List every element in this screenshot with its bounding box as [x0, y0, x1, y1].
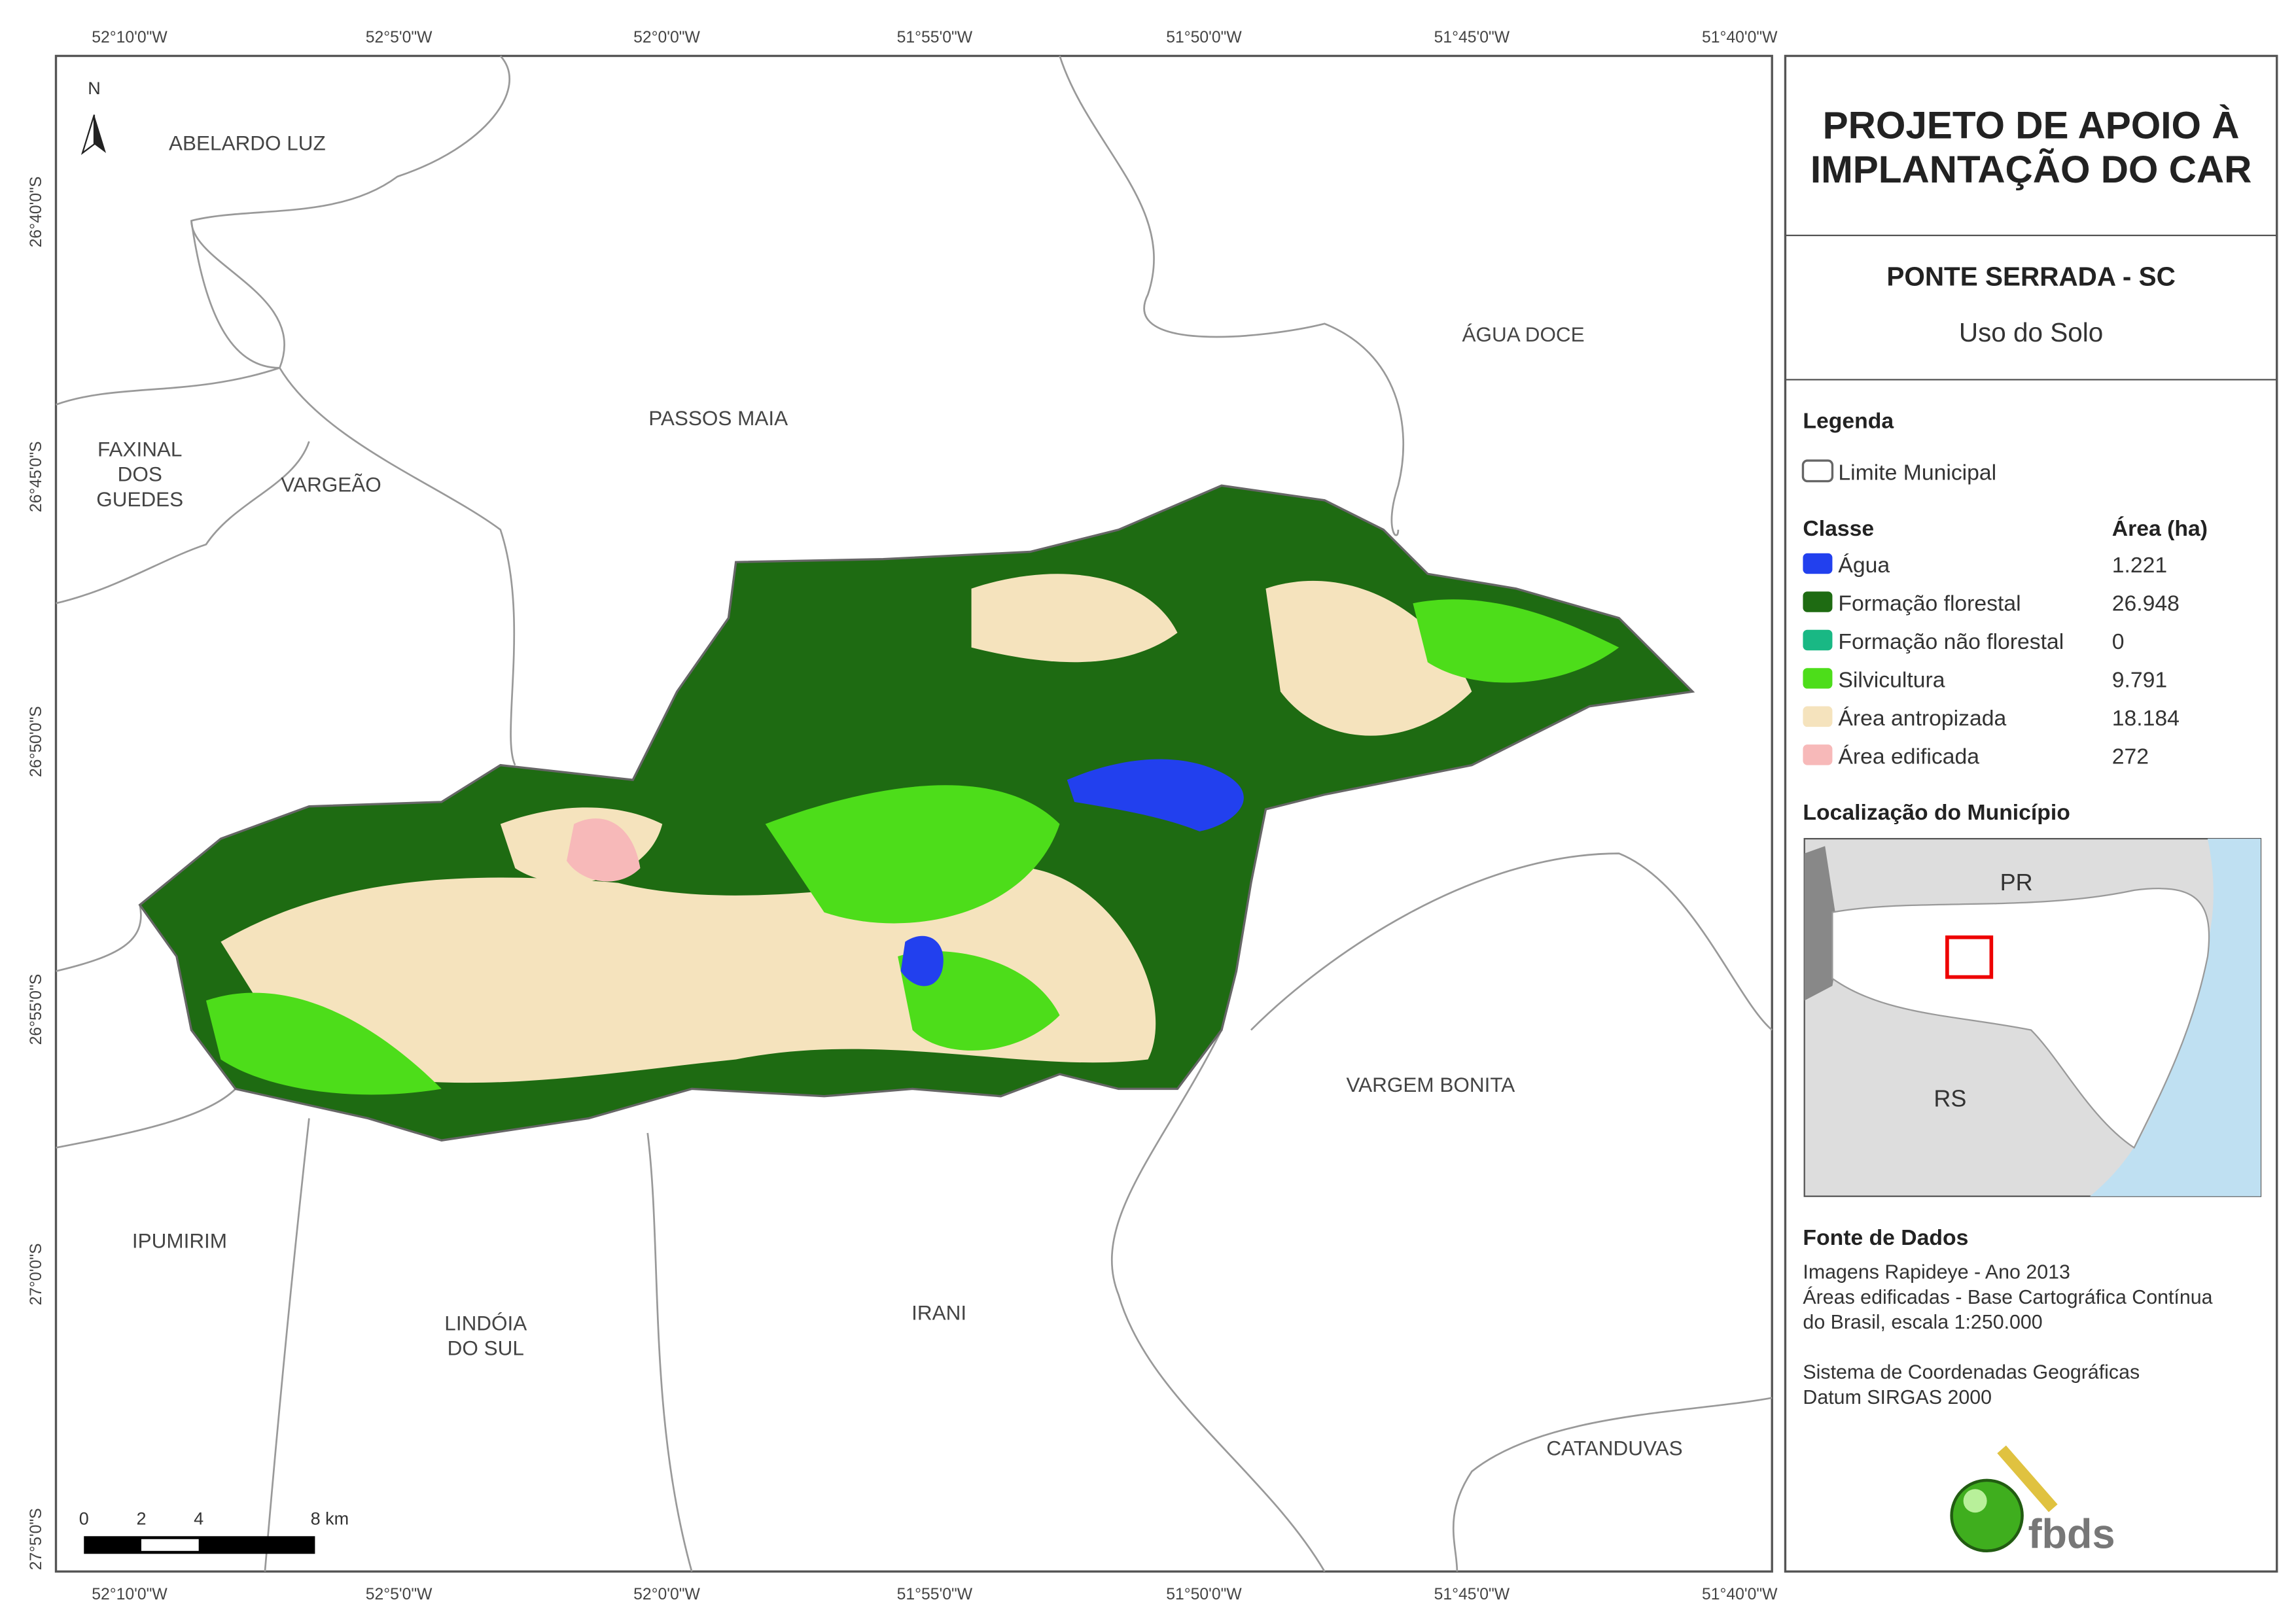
legend-title: Legenda: [1803, 409, 1894, 434]
municipality-label: IRANI: [911, 1301, 966, 1325]
municipality-label: ÁGUA DOCE: [1462, 323, 1584, 346]
title: PROJETO DE APOIO À: [1823, 103, 2240, 147]
scale-label: 2: [136, 1509, 146, 1528]
municipality-label: FAXINAL: [97, 437, 183, 461]
source-line: Datum SIRGAS 2000: [1803, 1387, 1992, 1408]
legend-class: Silvicultura: [1838, 667, 1945, 692]
legend-swatch: [1803, 629, 1833, 651]
graticule-labels: 52°10'0"W 52°10'0"W 52°5'0"W 52°5'0"W 52°0'0…: [27, 29, 1778, 1603]
legend-class: Área edificada: [1838, 744, 1979, 769]
subtitle: Uso do Solo: [1959, 317, 2103, 347]
legend-boundary: Limite Municipal: [1838, 460, 1996, 485]
legend-area: 272: [2112, 744, 2149, 769]
municipality-label: VARGEÃO: [281, 472, 381, 496]
inset-label: PR: [2000, 869, 2033, 896]
lat-label: 26°55'0"S: [27, 974, 45, 1045]
lat-label: 27°5'0"S: [27, 1508, 45, 1570]
municipality-label: DO SUL: [448, 1336, 524, 1360]
legend-area: 0: [2112, 629, 2125, 654]
municipality-label: ABELARDO LUZ: [169, 131, 326, 154]
legend: Água 1.221 Formação florestal 26.948 Formaçã…: [1803, 553, 2180, 769]
lon-label: 51°55'0"W: [897, 29, 973, 46]
municipality-label: PASSOS MAIA: [648, 406, 788, 430]
logo-text: fbds: [2028, 1511, 2115, 1557]
lon-label: 51°40'0"W: [1702, 29, 1778, 46]
legend-area: 18.184: [2112, 706, 2180, 731]
logo: fbds: [1950, 1445, 2115, 1557]
lon-label: 51°50'0"W: [1166, 29, 1242, 46]
municipality-land-use: [138, 484, 1695, 1142]
lon-label: 52°10'0"W: [92, 29, 168, 46]
lon-label: 51°45'0"W: [1434, 1586, 1510, 1603]
legend-class: Formação não florestal: [1838, 629, 2064, 654]
inset-map: PR RS: [1803, 837, 2262, 1197]
lon-label: 51°55'0"W: [897, 1586, 973, 1603]
legend-swatch: [1803, 706, 1833, 727]
legend-swatch: [1803, 668, 1833, 689]
lon-label: 52°0'0"W: [633, 1586, 700, 1603]
place: PONTE SERRADA - SC: [1886, 261, 2175, 291]
legend-area: 9.791: [2112, 667, 2167, 692]
legend-class: Área antropizada: [1838, 706, 2006, 731]
north-label: N: [88, 79, 101, 98]
side-panel: PROJETO DE APOIO À IMPLANTAÇÃO DO CAR PO…: [1784, 54, 2278, 1573]
north-arrow: N: [80, 79, 106, 155]
scale-label: 4: [194, 1509, 203, 1528]
source-line: Sistema de Coordenadas Geográficas: [1803, 1362, 2140, 1384]
lon-label: 52°5'0"W: [366, 1586, 433, 1603]
scale-label: 0: [79, 1509, 89, 1528]
location-title: Localização do Município: [1803, 800, 2070, 825]
lon-label: 51°40'0"W: [1702, 1586, 1778, 1603]
lon-label: 51°45'0"W: [1434, 29, 1510, 46]
municipality-label: DOS: [118, 462, 162, 486]
source-line: do Brasil, escala 1:250.000: [1803, 1312, 2042, 1333]
title: IMPLANTAÇÃO DO CAR: [1810, 148, 2252, 191]
lon-label: 52°0'0"W: [633, 29, 700, 46]
area-header: Área (ha): [2112, 516, 2208, 541]
legend-class: Formação florestal: [1838, 591, 2021, 616]
legend-area: 26.948: [2112, 591, 2180, 616]
class-header: Classe: [1803, 516, 1874, 541]
legend-area: 1.221: [2112, 553, 2167, 578]
lat-label: 27°0'0"S: [27, 1243, 45, 1305]
lon-label: 52°5'0"W: [366, 29, 433, 46]
inset-label: RS: [1934, 1085, 1966, 1111]
lat-label: 26°45'0"S: [27, 441, 45, 512]
lon-label: 51°50'0"W: [1166, 1586, 1242, 1603]
source-title: Fonte de Dados: [1803, 1225, 1968, 1250]
source-line: Imagens Rapideye - Ano 2013: [1803, 1262, 2070, 1283]
scale-label: 8 km: [311, 1509, 349, 1528]
legend-swatch: [1803, 744, 1833, 765]
scale-bar: 0 2 4 8 km: [79, 1509, 349, 1554]
lon-label: 52°10'0"W: [92, 1586, 168, 1603]
municipality-label: IPUMIRIM: [132, 1229, 227, 1252]
source-line: Áreas edificadas - Base Cartográfica Con…: [1803, 1287, 2212, 1308]
legend-class: Água: [1838, 553, 1890, 578]
legend-swatch: [1803, 591, 1833, 612]
municipality-label: CATANDUVAS: [1546, 1437, 1682, 1460]
source-text: Imagens Rapideye - Ano 2013 Áreas edifica…: [1803, 1262, 2212, 1408]
lat-label: 26°50'0"S: [27, 706, 45, 777]
municipality-label: GUEDES: [96, 487, 183, 511]
municipality-label: LINDÓIA: [444, 1311, 527, 1335]
municipality-label: VARGEM BONITA: [1347, 1073, 1515, 1096]
municipal-boundaries: [56, 55, 1773, 1572]
lat-label: 26°40'0"S: [27, 177, 45, 248]
legend-swatch: [1803, 553, 1833, 574]
